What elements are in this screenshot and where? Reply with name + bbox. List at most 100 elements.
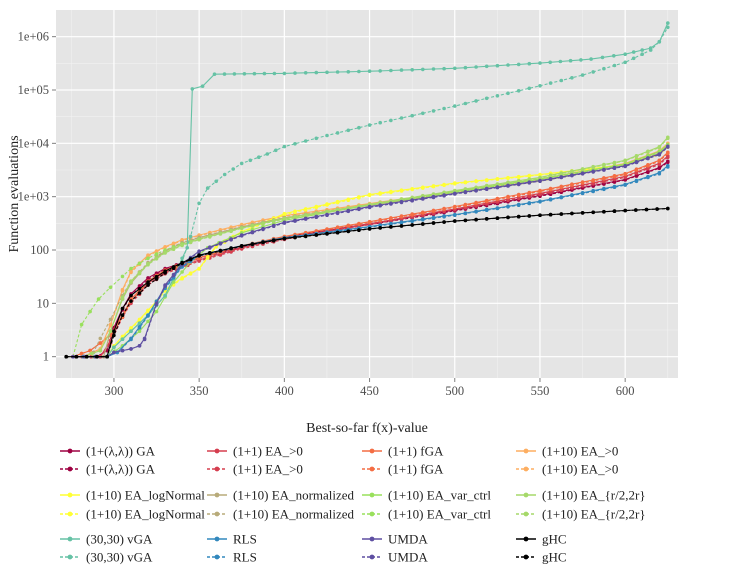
data-point [548, 190, 553, 195]
data-point [303, 213, 308, 218]
data-point [389, 190, 393, 195]
data-point [666, 136, 670, 140]
data-point [484, 208, 489, 212]
data-point [325, 232, 329, 236]
data-point [120, 289, 125, 293]
legend-label: gHC [542, 532, 567, 547]
legend-key-marker [67, 466, 73, 472]
y-tick-label: 1e+06 [18, 30, 49, 44]
data-point [580, 211, 585, 215]
legend-label: UMDA [388, 532, 428, 547]
data-point [527, 214, 532, 218]
data-point [137, 325, 142, 330]
data-point [231, 167, 235, 171]
data-point [190, 87, 195, 91]
data-point [399, 220, 404, 225]
data-point [180, 261, 184, 266]
data-point [197, 201, 201, 206]
data-point [602, 210, 606, 214]
data-point [261, 240, 265, 245]
data-point [282, 71, 287, 76]
data-point [506, 184, 510, 188]
data-point [527, 174, 532, 178]
data-point [197, 254, 201, 258]
data-point [527, 177, 532, 182]
data-point [657, 153, 662, 157]
legend-key-marker [369, 492, 375, 498]
data-point [265, 152, 270, 156]
data-point [453, 213, 457, 217]
legend-item: RLS [207, 550, 257, 565]
data-point [410, 213, 415, 217]
data-point [634, 160, 639, 165]
data-point [180, 270, 184, 274]
data-point [463, 180, 468, 185]
data-point [188, 234, 193, 239]
data-point [568, 58, 573, 63]
series-line [72, 152, 669, 358]
x-tick-label: 300 [105, 384, 124, 398]
legend-label: (1+10) EA_{r/2,2r} [542, 507, 646, 522]
data-point [146, 280, 150, 284]
data-point [314, 205, 319, 210]
legend-key-marker [369, 554, 375, 560]
data-point [591, 165, 595, 169]
data-point [612, 180, 617, 184]
data-point [314, 212, 319, 216]
data-point [580, 181, 585, 185]
data-point [666, 206, 670, 211]
data-point [129, 293, 133, 298]
data-point [527, 194, 532, 199]
legend-key-marker [369, 466, 375, 472]
series-line [73, 155, 669, 358]
data-point [495, 177, 500, 182]
data-point [623, 183, 627, 187]
data-point [484, 217, 489, 221]
legend-key-marker [214, 511, 220, 517]
legend-label: (30,30) vGA [86, 550, 153, 565]
legend-item: (1+10) EA_logNormal [60, 507, 205, 522]
y-tick-label: 10 [37, 296, 50, 310]
data-point [108, 285, 113, 290]
data-point [399, 214, 404, 219]
data-point [357, 195, 361, 200]
data-point [442, 106, 446, 111]
data-point [293, 215, 297, 220]
data-point [623, 164, 627, 169]
legend-key-marker [523, 448, 529, 454]
data-point [474, 189, 478, 193]
data-point [146, 262, 150, 267]
legend-key-marker [214, 554, 220, 560]
legend-label: (1+10) EA_>0 [542, 444, 618, 459]
data-point [570, 173, 574, 178]
legend-key-marker [67, 554, 73, 560]
data-point [282, 217, 287, 221]
data-point [218, 242, 223, 246]
data-point [570, 186, 574, 190]
legend-key-marker [523, 536, 529, 542]
data-point [657, 40, 662, 44]
y-axis: 1 10 100 1e+03 1e+04 1e+05 1e+06 [18, 30, 56, 364]
data-point [506, 176, 510, 181]
legend-item: (1+1) fGA [362, 444, 444, 459]
data-point [453, 66, 457, 71]
data-point [580, 73, 585, 77]
data-point [180, 276, 184, 281]
data-point [646, 163, 650, 168]
data-point [506, 215, 510, 220]
data-point [640, 48, 644, 52]
legend-key-marker [214, 448, 220, 454]
data-point [559, 195, 564, 200]
data-point [516, 214, 521, 219]
data-point [591, 189, 595, 194]
data-point [600, 55, 605, 60]
data-point [325, 203, 329, 207]
data-point [646, 156, 650, 161]
data-point [548, 177, 553, 182]
data-point [154, 252, 159, 256]
data-point [154, 257, 159, 261]
data-point [74, 354, 79, 359]
data-point [142, 337, 147, 342]
legend-label: (1+1) EA_>0 [233, 462, 303, 477]
data-point [120, 337, 125, 342]
